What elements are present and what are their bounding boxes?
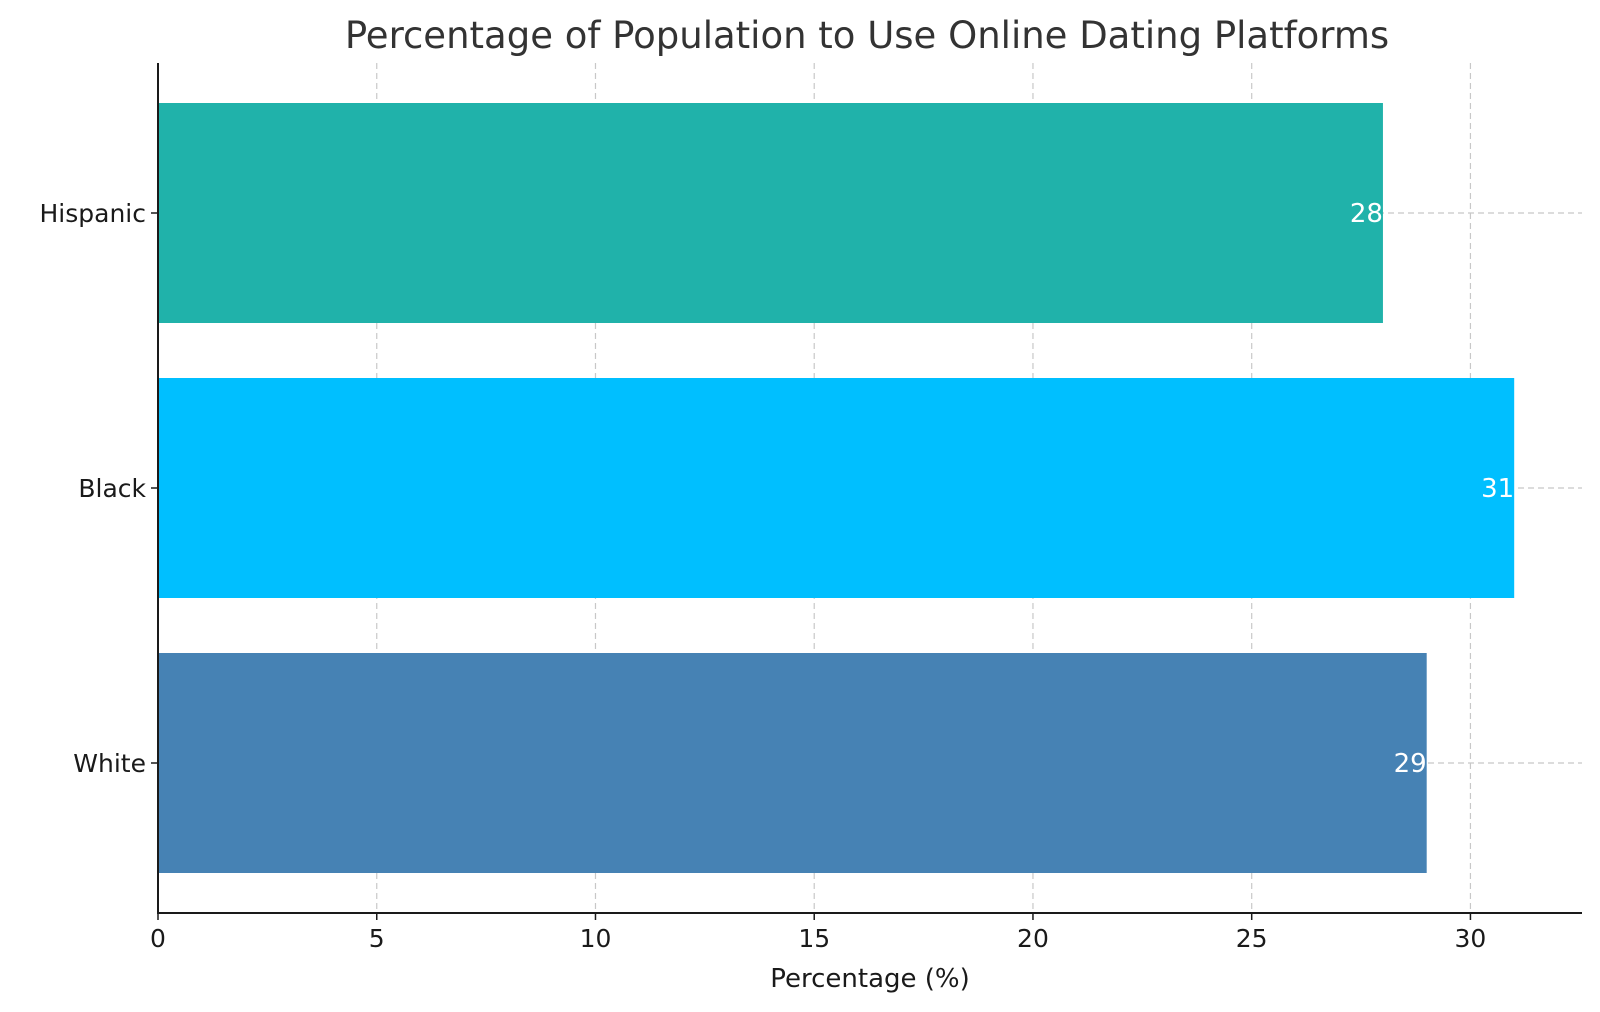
y-tick-label: Black xyxy=(78,474,146,503)
data-labels: 29 31 28 xyxy=(1350,199,1514,779)
data-label: 31 xyxy=(1481,474,1514,504)
x-tick-label: 15 xyxy=(798,924,830,953)
x-tick-label: 20 xyxy=(1017,924,1049,953)
bar-black xyxy=(158,378,1515,598)
x-axis-label: Percentage (%) xyxy=(770,964,970,994)
bar-white xyxy=(158,653,1427,873)
bar-hispanic xyxy=(158,103,1383,323)
chart-title: Percentage of Population to Use Online D… xyxy=(345,14,1389,57)
x-tick-label: 10 xyxy=(580,924,612,953)
ticks: 0 5 10 15 20 25 30 White Black Hispanic xyxy=(40,199,1487,953)
x-tick-label: 5 xyxy=(369,924,385,953)
y-tick-label: White xyxy=(73,749,146,778)
bars xyxy=(158,103,1515,873)
x-tick-label: 0 xyxy=(150,924,166,953)
y-tick-label: Hispanic xyxy=(40,199,147,228)
x-tick-label: 25 xyxy=(1236,924,1268,953)
data-label: 29 xyxy=(1394,749,1427,779)
x-tick-label: 30 xyxy=(1455,924,1487,953)
data-label: 28 xyxy=(1350,199,1383,229)
